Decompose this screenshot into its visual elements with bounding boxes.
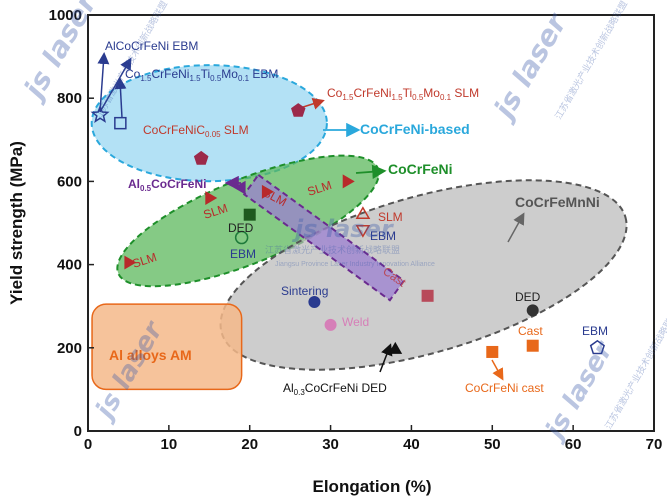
arrow: [355, 164, 387, 179]
y-tick-label: 600: [57, 173, 82, 190]
data-point: [114, 116, 127, 130]
region-label-al-alloys: Al alloys AM: [109, 347, 192, 363]
axes: [87, 14, 655, 432]
data-point: [193, 150, 209, 165]
annotation-weld: Weld: [342, 315, 369, 329]
x-tick-label: 70: [646, 436, 663, 453]
data-point: [124, 255, 137, 270]
x-tick-label: 20: [241, 436, 258, 453]
x-tick-label: 50: [484, 436, 501, 453]
region-al-alloys: [91, 303, 243, 391]
annotation-cocrfenic-slm: CoCrFeNiC0.05 SLM: [143, 123, 249, 139]
data-point: [388, 341, 403, 354]
regions-layer: [90, 64, 628, 391]
data-point: [355, 206, 371, 219]
data-point: [90, 104, 110, 123]
data-point: [234, 230, 249, 245]
arrow: [491, 359, 504, 381]
data-point: [355, 224, 371, 238]
y-tick-label: 800: [57, 90, 82, 107]
data-point: [486, 345, 499, 358]
y-tick-label: 200: [57, 340, 82, 357]
data-point: [261, 184, 274, 199]
annotation-ebm: EBM: [370, 229, 396, 243]
y-axis-label: Yield strength (MPa): [7, 141, 26, 305]
data-point: [589, 339, 605, 355]
watermark-cn: 江苏省激光产业技术创新战略联盟: [265, 244, 400, 255]
watermark-cn: 江苏省激光产业技术创新战略联盟: [552, 0, 629, 121]
data-point: [243, 208, 256, 221]
data-point: [233, 180, 246, 195]
watermark-en: Jiangsu Province Laser Industry Innovati…: [275, 261, 435, 268]
plot-frame: [87, 14, 655, 432]
y-tick-label: 1000: [49, 7, 82, 24]
arrow: [97, 52, 110, 113]
annotation-cast: Cast: [518, 324, 543, 338]
annotation-alcocrfeni-ebm: AlCoCrFeNi EBM: [105, 39, 198, 53]
arrow: [299, 98, 325, 110]
arrow: [507, 212, 525, 243]
ticks-layer: 0 10 20 30 40 50 60 70 0 200 400 600 800 1000: [49, 7, 663, 453]
data-point: [308, 296, 321, 309]
region-label-cocrfeni: CoCrFeNi: [388, 161, 453, 177]
y-tick-label: 0: [74, 423, 82, 440]
data-point: [291, 103, 306, 117]
annotation-co15-slm: Co1.5CrFeNi1.5Ti0.5Mo0.1 SLM: [327, 86, 479, 102]
markers-layer: [90, 103, 605, 358]
arrows-layer: [97, 52, 525, 381]
arrow: [379, 343, 393, 373]
region-al05-band: [242, 173, 406, 302]
x-tick-label: 30: [322, 436, 339, 453]
annotation-co15-ebm: Co1.5CrFeNi1.5Ti0.5Mo0.1 EBM: [125, 67, 278, 83]
annotation-slm: SLM: [378, 210, 403, 224]
region-label-cocrfeni-based: CoCrFeNi-based: [360, 121, 470, 137]
x-axis-label: Elongation (%): [313, 477, 432, 496]
x-tick-label: 10: [161, 436, 178, 453]
annotation-sintering: Sintering: [281, 284, 328, 298]
annotation-cocrfeni-cast: CoCrFeNi cast: [465, 381, 544, 395]
data-point: [526, 304, 539, 317]
x-tick-label: 0: [84, 436, 92, 453]
data-point: [324, 318, 337, 331]
data-point: [421, 289, 434, 302]
annotation-ebm: EBM: [230, 247, 256, 261]
data-point: [526, 339, 539, 352]
arrow: [114, 77, 127, 119]
region-cocrfeni-based: [90, 64, 328, 183]
annotation-ded: DED: [515, 290, 541, 304]
data-point: [205, 191, 218, 205]
annotation-al05: Al0.5CoCrFeNi: [128, 177, 206, 193]
watermark-cn: 江苏省激光产业技术创新战略联盟: [602, 309, 667, 431]
annotation-al03: Al0.3CoCrFeNi DED: [283, 381, 387, 397]
region-label-cocrfemnni: CoCrFeMnNi: [515, 194, 600, 210]
y-tick-label: 400: [57, 257, 82, 274]
annotation-ebm: EBM: [582, 324, 608, 338]
region-cocrfemnni: [219, 179, 628, 371]
data-point: [342, 174, 355, 189]
watermark-logo: js laser: [291, 215, 395, 243]
x-tick-label: 40: [403, 436, 420, 453]
annotation-ded: DED: [228, 221, 254, 235]
x-tick-label: 60: [565, 436, 582, 453]
